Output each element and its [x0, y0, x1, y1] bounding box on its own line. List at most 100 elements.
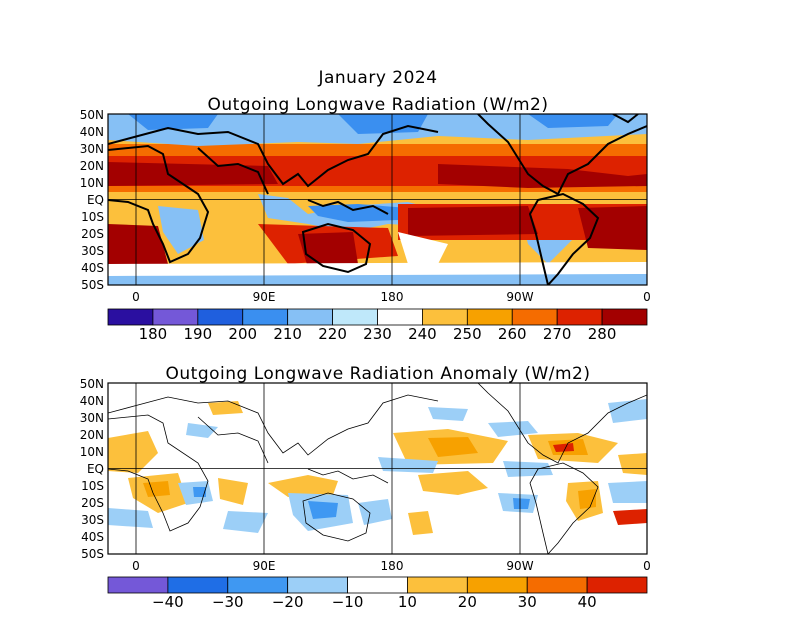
map1-lat-label: 40S [81, 261, 104, 275]
map1-colorbar-label: 230 [363, 325, 392, 343]
map2-colorbar-swatch [167, 576, 229, 594]
olr-north-cold-deep [338, 114, 428, 134]
map1-colorbar-swatch [332, 308, 378, 326]
map2-colorbar-swatch [466, 576, 528, 594]
map1-colorbar-label: 270 [542, 325, 572, 343]
map1-gridlines [108, 114, 647, 285]
map1-lat-label: 10S [81, 210, 104, 224]
olr-africa-south-core [108, 224, 168, 266]
map1-lon-label: 0 [643, 290, 651, 304]
map1-colorbar-swatch [511, 308, 558, 326]
map2-lat-label: 30N [79, 411, 104, 425]
map1-lon-label: 0 [132, 290, 140, 304]
map1-colorbar-label: 220 [318, 325, 347, 343]
map1-title-line2: Outgoing Longwave Radiation (W/m2) [207, 95, 549, 115]
olr-pacific-north-core [438, 164, 647, 188]
map1-colorbar-swatch [197, 308, 244, 326]
map1-colorbar-swatch [287, 308, 333, 326]
map2-colorbar-label: −20 [271, 593, 304, 611]
map2-lat-label: 50S [81, 547, 104, 561]
map1-lat-label: 10N [79, 176, 104, 190]
map2-colorbar-swatch [407, 576, 468, 594]
map1-lon-label: 90W [506, 290, 534, 304]
map2-colorbar-label: −10 [331, 593, 364, 611]
map1-colorbar-swatch [422, 308, 468, 326]
map2-lat-label: 20N [79, 428, 104, 442]
olr-north-cold-deep [128, 114, 218, 130]
map2-colorbar-label: −40 [152, 593, 184, 611]
map1-colorbar-label: 280 [587, 325, 617, 343]
olr-sahara-core [108, 162, 278, 186]
map2-lat-label: 10S [81, 479, 104, 493]
map2-lat-label: 50N [79, 377, 104, 391]
map2-lon-label: 90W [506, 559, 534, 573]
map2-frame [107, 382, 648, 555]
map2-lat-label: 20S [81, 496, 104, 510]
olr-south-pacific-core [408, 206, 538, 236]
map2-colorbar-swatch [287, 576, 348, 594]
map2-title: Outgoing Longwave Radiation Anomaly (W/m… [165, 364, 591, 384]
map1-colorbar-label: 180 [138, 325, 168, 343]
map1-frame [107, 113, 648, 286]
map2-colorbar-swatch [227, 576, 289, 594]
map1-lon-label: 90E [252, 290, 276, 304]
coast-africa [108, 144, 210, 264]
map1-colorbar-label: 190 [183, 325, 213, 343]
map1-lat-label: 30S [81, 244, 104, 258]
map2-colorbar-label: 20 [457, 593, 477, 611]
olr-africa-min [158, 206, 204, 254]
map1-title-line1: January 2024 [318, 68, 438, 88]
map1-colorbar-swatch [377, 308, 423, 326]
map1-colorbar [107, 308, 648, 326]
map1-lat-label: 50S [81, 278, 104, 292]
map1-colorbar-swatch [152, 308, 199, 326]
map1-lat-label: 50N [79, 108, 104, 122]
map2-coastlines [108, 383, 647, 554]
map1-lon-label: 180 [380, 290, 404, 304]
map1-colorbar-label: 200 [228, 325, 258, 343]
map2-colorbar-label: 40 [577, 593, 597, 611]
map1-colorbar-label: 240 [408, 325, 437, 343]
map1-colorbar-swatch [107, 308, 154, 326]
map1-plot [107, 113, 648, 286]
map2-lat-label: 10N [79, 445, 104, 459]
coast-north-america [477, 114, 647, 196]
map2-colorbar [107, 576, 648, 594]
map2-colorbar-label: −30 [211, 593, 244, 611]
map1-lat-label: 20S [81, 227, 104, 241]
map2-lon-label: 180 [380, 559, 404, 573]
map1-lat-label: EQ [86, 193, 104, 207]
map2-lat-label: 30S [81, 513, 104, 527]
map2-colorbar-swatch [107, 576, 169, 594]
coast-europe-asia [108, 124, 439, 188]
map1-lat-label: 30N [79, 142, 104, 156]
map2-lon-label: 90E [252, 559, 276, 573]
coast-indonesia [307, 199, 389, 215]
map2-colorbar-label: 30 [517, 593, 537, 611]
coast-south-america [528, 192, 600, 285]
map1-colorbar-label: 250 [453, 325, 482, 343]
map2-lat-label: 40S [81, 530, 104, 544]
anomaly-negative-cores [193, 487, 530, 519]
map2-colorbar-swatch [526, 576, 588, 594]
map2-plot [107, 382, 648, 555]
olr-australia-core [298, 232, 358, 268]
map1-colorbar-swatch [601, 308, 648, 326]
map2-lat-label: 40N [79, 394, 104, 408]
olr-north-cold-deep [528, 114, 618, 128]
map1-lat-label: 40N [79, 125, 104, 139]
coast-arabia-india [197, 147, 269, 195]
map2-colorbar-swatch [586, 576, 648, 594]
coast-australia [301, 222, 372, 274]
map1-colorbar-swatch [466, 308, 513, 326]
coast-greenland [612, 114, 639, 124]
map2-colorbar-swatch [347, 576, 408, 594]
olr-south-white [108, 262, 647, 276]
map2-gridlines [108, 383, 647, 554]
anomaly-positive-patches [108, 401, 647, 535]
map2-lon-label: 0 [643, 559, 651, 573]
map1-coastlines [108, 114, 647, 285]
map1-colorbar-label: 210 [273, 325, 302, 343]
olr-spcz-white [398, 232, 448, 264]
map2-colorbar-label: 10 [397, 593, 417, 611]
